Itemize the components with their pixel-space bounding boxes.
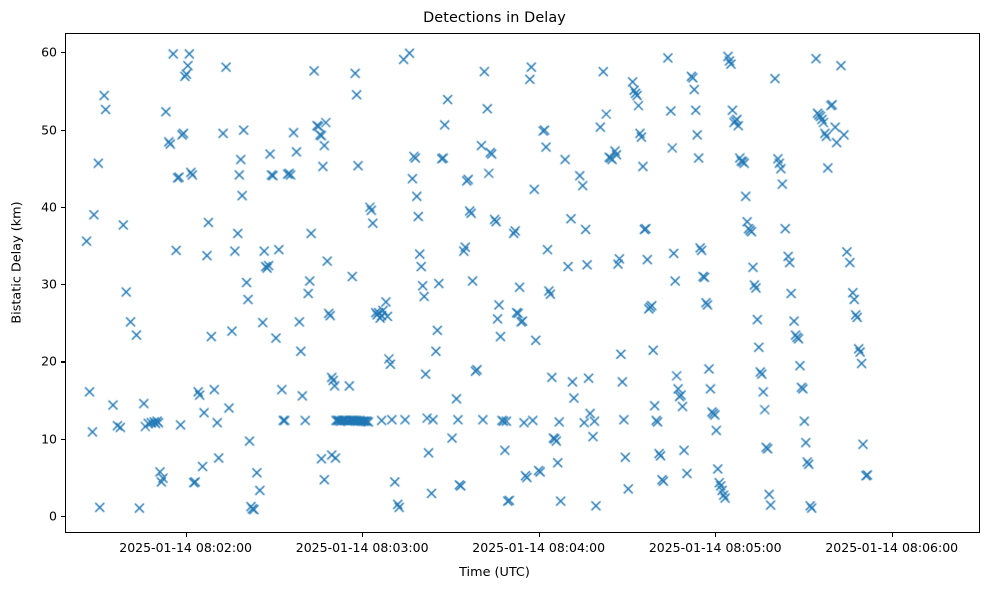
x-tick-label: 2025-01-14 08:06:00	[825, 540, 959, 555]
y-tick-mark	[61, 361, 65, 363]
y-tick-label: 50	[41, 122, 57, 138]
x-tick-mark	[538, 533, 540, 537]
y-tick-label: 30	[41, 276, 57, 292]
y-tick-mark	[61, 284, 65, 286]
x-tick-mark	[362, 533, 364, 537]
y-tick-mark	[61, 206, 65, 208]
y-tick-label: 10	[41, 431, 57, 447]
scatter-series	[66, 34, 979, 532]
y-tick-mark	[61, 515, 65, 518]
x-tick-mark	[891, 533, 893, 537]
plot-area	[65, 33, 980, 533]
x-tick-mark	[185, 533, 187, 537]
x-tick-mark	[715, 533, 717, 537]
x-tick-label: 2025-01-14 08:04:00	[472, 540, 606, 555]
x-tick-label: 2025-01-14 08:02:00	[119, 540, 253, 555]
y-tick-mark	[61, 129, 65, 131]
y-tick-label: 60	[41, 44, 57, 60]
y-axis-tick-labels: 0 10 20 30 40 50 60	[0, 0, 57, 590]
y-tick-mark	[61, 52, 65, 54]
y-tick-label: 20	[41, 353, 57, 369]
y-tick-mark	[61, 438, 65, 440]
x-axis-label: Time (UTC)	[459, 565, 530, 580]
page-title: Detections in Delay	[423, 10, 566, 26]
x-tick-label: 2025-01-14 08:03:00	[295, 540, 429, 555]
y-tick-label: 0	[49, 508, 57, 524]
y-tick-label: 40	[41, 199, 57, 215]
x-tick-label: 2025-01-14 08:05:00	[648, 540, 782, 555]
